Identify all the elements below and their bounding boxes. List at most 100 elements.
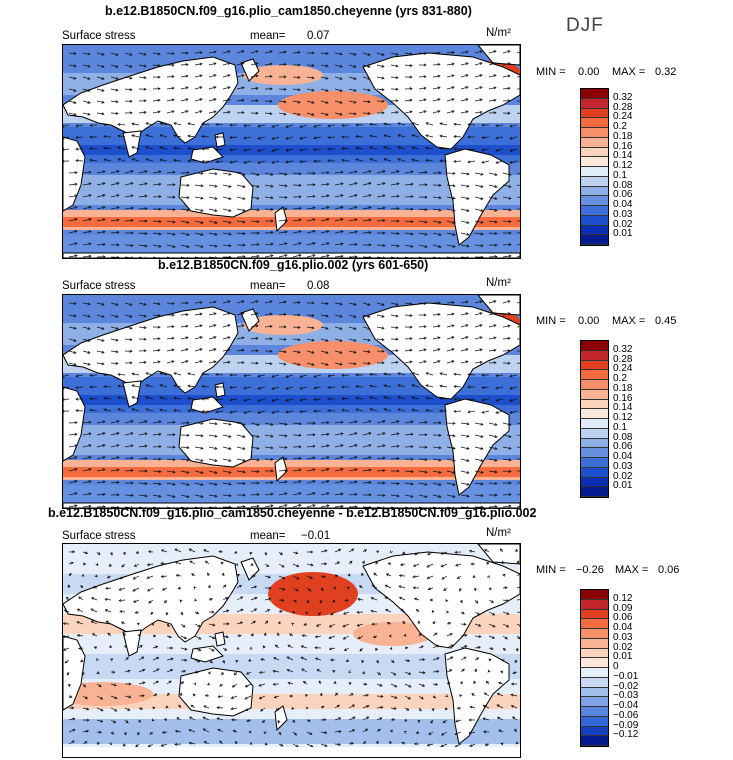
stress-shading <box>243 315 323 335</box>
colorbar-tick-label: 0.04 <box>613 199 633 210</box>
panel-1-colorbar <box>580 88 609 246</box>
colorbar-tick-label: −0.06 <box>613 709 639 721</box>
colorbar-tick-label: −0.02 <box>613 680 639 692</box>
panel-2-map-svg <box>63 295 520 508</box>
panel-2-min: 0.00 <box>578 315 600 327</box>
panel-2-colorbar <box>580 340 609 498</box>
colorbar-swatch <box>581 147 608 158</box>
colorbar-tick-label: 0.03 <box>613 631 633 643</box>
colorbar-swatch <box>581 360 608 371</box>
land-outline <box>178 418 254 468</box>
stress-shading <box>63 145 520 155</box>
colorbar-swatch <box>581 458 608 468</box>
colorbar-swatch <box>581 118 608 128</box>
stress-shading <box>63 485 520 503</box>
colorbar-tick-label: 0.04 <box>613 622 633 633</box>
colorbar-swatch <box>581 658 608 668</box>
colorbar-tick-label: −0.01 <box>613 670 639 682</box>
land-outline <box>63 635 86 711</box>
colorbar-swatch <box>581 399 608 410</box>
colorbar-swatch <box>581 697 608 707</box>
stress-shading <box>63 654 520 679</box>
colorbar-swatch <box>581 380 608 390</box>
panel-3-mean: −0.01 <box>301 530 331 542</box>
colorbar-tick-label: 0.2 <box>613 373 627 384</box>
colorbar-swatch <box>581 448 608 458</box>
stress-shading <box>63 694 520 709</box>
colorbar-swatch <box>581 235 608 245</box>
stress-shading <box>63 235 520 253</box>
colorbar-swatch <box>581 609 608 620</box>
colorbar-swatch <box>581 350 608 361</box>
colorbar-tick-label: 0.18 <box>613 382 633 394</box>
colorbar-tick-label: 0.02 <box>613 218 633 230</box>
colorbar-tick-label: 0.16 <box>613 392 633 404</box>
colorbar-swatch <box>581 186 608 197</box>
colorbar-swatch <box>581 707 608 717</box>
panel-3-variable: Surface stress <box>62 530 136 542</box>
stress-shading <box>63 467 520 477</box>
colorbar-tick-label: 0.28 <box>613 101 633 113</box>
panel-2-max: 0.45 <box>655 315 677 327</box>
panel-3-max-label: MAX = <box>615 564 649 576</box>
panel-1-min: 0.00 <box>578 66 600 78</box>
colorbar-swatch <box>581 389 608 400</box>
colorbar-swatch <box>581 467 608 478</box>
land-outline <box>63 386 86 462</box>
land-outline <box>214 631 226 647</box>
land-outline <box>214 382 226 398</box>
stress-vectors <box>63 300 520 508</box>
colorbar-swatch <box>581 108 608 119</box>
panel-2-units: N/m² <box>486 277 511 289</box>
land-outline <box>178 168 254 218</box>
colorbar-tick-label: −0.04 <box>613 700 639 711</box>
colorbar-tick-label: 0.08 <box>613 179 633 191</box>
land-outline <box>63 555 239 643</box>
colorbar-tick-label: 0.14 <box>613 150 633 162</box>
land-outline <box>63 136 86 212</box>
colorbar-tick-label: 0.03 <box>613 208 633 220</box>
panel-2-variable: Surface stress <box>62 280 136 292</box>
colorbar-swatch <box>581 215 608 226</box>
land-outline <box>190 396 224 414</box>
colorbar-swatch <box>581 716 608 727</box>
colorbar-swatch <box>581 137 608 148</box>
colorbar-tick-label: 0.16 <box>613 140 633 152</box>
colorbar-tick-label: 0.01 <box>613 651 633 663</box>
colorbar-swatch <box>581 590 608 600</box>
land-outline <box>214 132 226 148</box>
land-outline <box>477 295 520 316</box>
land-outline <box>63 56 239 144</box>
stress-shading <box>63 395 520 405</box>
colorbar-swatch <box>581 419 608 429</box>
land-outline <box>477 45 520 66</box>
land-outline <box>190 146 224 164</box>
colorbar-tick-label: 0.1 <box>613 421 627 433</box>
colorbar-swatch <box>581 167 608 177</box>
colorbar-tick-label: 0.12 <box>613 160 633 171</box>
colorbar-tick-label: 0.01 <box>613 228 633 240</box>
colorbar-swatch <box>581 736 608 746</box>
land-outline <box>240 557 260 581</box>
panel-2-max-label: MAX = <box>612 315 646 327</box>
panel-1-units: N/m² <box>486 27 511 39</box>
panel-3-colorbar <box>580 589 609 747</box>
colorbar-swatch <box>581 726 608 737</box>
colorbar-tick-label: 0.2 <box>613 121 627 132</box>
land-outline <box>477 544 520 565</box>
stress-shading <box>278 91 388 119</box>
panel-2-mean: 0.08 <box>307 280 330 292</box>
season-label: DJF <box>566 15 604 36</box>
colorbar-swatch <box>581 668 608 678</box>
panel-1-variable: Surface stress <box>62 30 136 42</box>
colorbar-tick-label: 0.18 <box>613 130 633 142</box>
land-outline <box>63 306 239 394</box>
colorbar-swatch <box>581 687 608 698</box>
land-outline <box>63 252 520 258</box>
colorbar-swatch <box>581 206 608 216</box>
colorbar-tick-label: 0.06 <box>613 441 633 453</box>
colorbar-tick-label: 0.12 <box>613 412 633 423</box>
stress-shading <box>63 719 520 744</box>
stress-shading <box>63 217 520 227</box>
panel-3-min: −0.26 <box>576 564 604 576</box>
